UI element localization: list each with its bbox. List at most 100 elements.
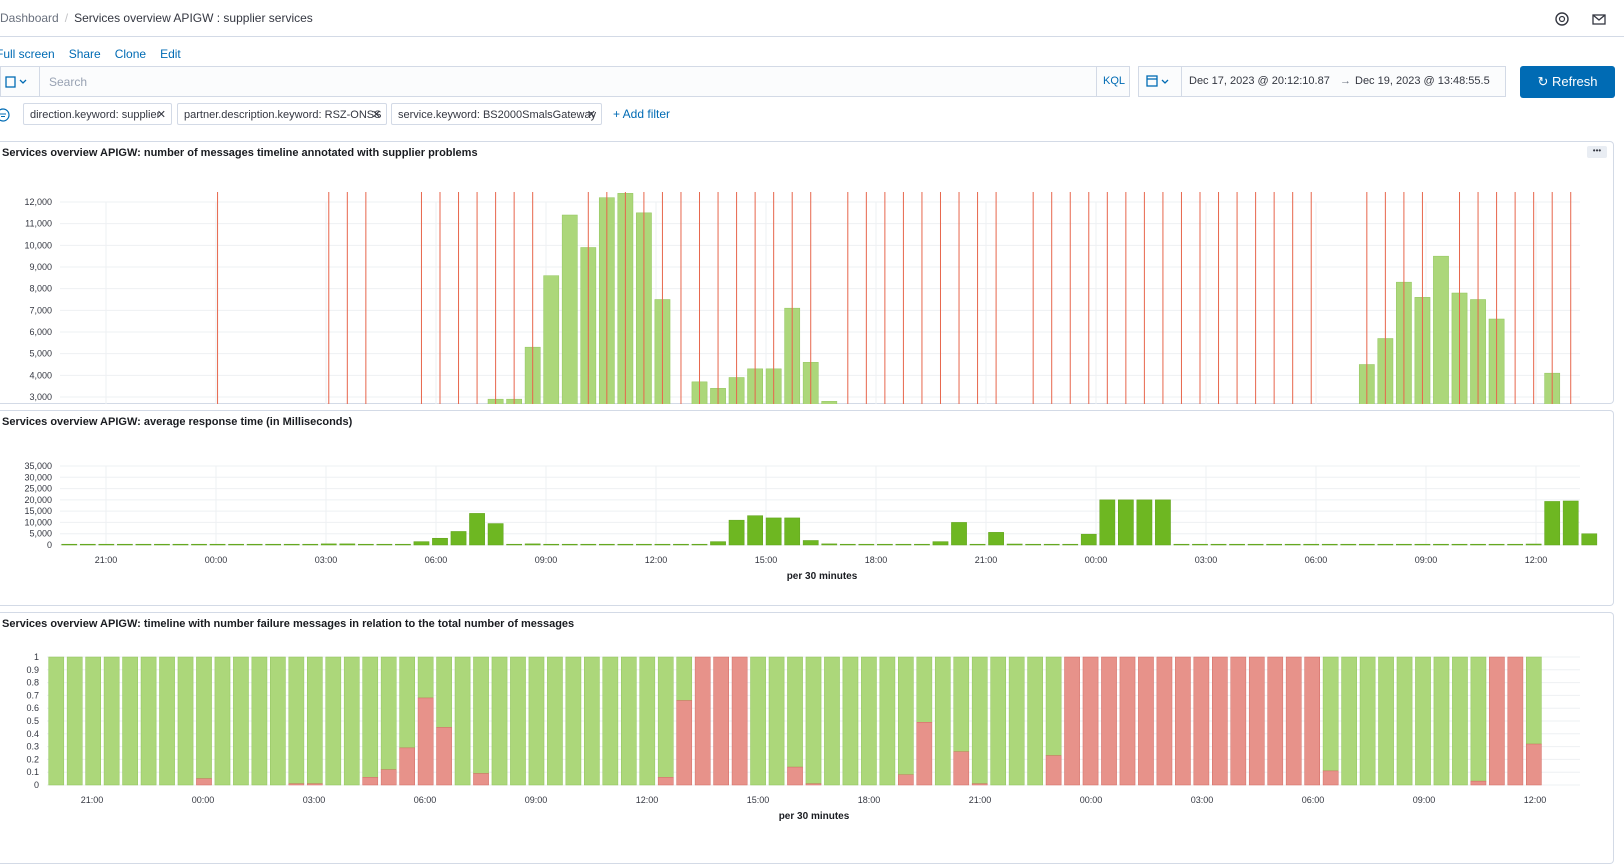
- bar-failure: [399, 747, 415, 786]
- panel-title: Services overview APIGW: average respons…: [2, 416, 353, 428]
- bar: [895, 543, 912, 546]
- y-tick-label: 5,000: [29, 529, 52, 539]
- bar-failure: [676, 700, 693, 786]
- filter-options-icon[interactable]: [0, 108, 10, 122]
- bar: [914, 543, 930, 546]
- bar-failure: [731, 656, 748, 786]
- search-input[interactable]: Search: [49, 75, 88, 89]
- bar: [728, 519, 745, 546]
- panel-options-icon[interactable]: •••: [1587, 146, 1607, 158]
- bar-failure: [1138, 656, 1154, 786]
- y-tick-label: 30,000: [24, 472, 52, 482]
- bar: [636, 543, 652, 546]
- bar-success: [1322, 656, 1339, 772]
- bar-success: [454, 656, 471, 786]
- bar-failure: [1156, 656, 1173, 786]
- full-screen-link[interactable]: Full screen: [0, 47, 55, 61]
- x-tick-label: 21:00: [975, 555, 998, 565]
- bar-success: [676, 656, 693, 701]
- x-tick-label: 06:00: [1305, 555, 1328, 565]
- panel-messages-timeline: Services overview APIGW: number of messa…: [0, 141, 1614, 404]
- bar: [1006, 543, 1023, 546]
- bar: [1062, 543, 1079, 546]
- bar: [691, 543, 708, 546]
- filter-pill[interactable]: direction.keyword: supplier ✕: [23, 103, 172, 125]
- bar: [450, 531, 467, 546]
- help-icon[interactable]: [1553, 10, 1571, 28]
- bar-failure: [916, 722, 933, 786]
- close-icon[interactable]: ✕: [586, 109, 596, 121]
- bar: [710, 541, 726, 546]
- x-tick-label: 09:00: [1415, 555, 1438, 565]
- refresh-button[interactable]: ↻ Refresh: [1520, 66, 1615, 98]
- edit-link[interactable]: Edit: [160, 47, 181, 61]
- x-tick-label: 15:00: [747, 795, 770, 805]
- add-filter-button[interactable]: + Add filter: [613, 107, 671, 121]
- bar-success: [417, 656, 434, 699]
- breadcrumb-dashboard[interactable]: Dashboard: [0, 11, 59, 25]
- bar: [172, 543, 189, 546]
- x-tick-label: 00:00: [205, 555, 228, 565]
- bar-success: [934, 656, 951, 786]
- y-tick-label: 0.1: [26, 767, 39, 777]
- bar-failure: [1285, 656, 1302, 786]
- quick-select-button[interactable]: [1139, 67, 1182, 96]
- bar: [358, 543, 374, 546]
- refresh-label: Refresh: [1552, 74, 1598, 89]
- bar: [1210, 543, 1227, 546]
- close-icon[interactable]: ✕: [371, 109, 381, 121]
- bar: [1099, 499, 1116, 546]
- bar: [1080, 533, 1097, 546]
- filter-pill[interactable]: partner.description.keyword: RSZ-ONSS ✕: [177, 103, 387, 125]
- close-icon[interactable]: ✕: [156, 109, 166, 121]
- bar-failure: [971, 783, 988, 786]
- bar: [98, 543, 115, 546]
- clone-link[interactable]: Clone: [114, 47, 147, 61]
- share-link[interactable]: Share: [68, 47, 101, 61]
- bar: [1043, 543, 1060, 546]
- y-tick-label: 9,000: [29, 262, 52, 272]
- bar-failure: [473, 773, 489, 786]
- bar-success: [1470, 656, 1487, 782]
- kql-toggle[interactable]: KQL: [1096, 67, 1131, 96]
- bar-success: [343, 656, 360, 786]
- bar: [79, 543, 96, 546]
- x-tick-label: 03:00: [303, 795, 326, 805]
- y-tick-label: 0: [34, 780, 39, 790]
- bar: [1247, 543, 1264, 546]
- x-tick-label: 09:00: [535, 555, 558, 565]
- bar: [1284, 543, 1301, 546]
- bar-success: [399, 656, 415, 749]
- y-tick-label: 0.8: [26, 678, 39, 688]
- bar-failure: [1470, 780, 1487, 786]
- y-tick-label: 0.6: [26, 703, 39, 713]
- x-tick-label: 15:00: [755, 555, 778, 565]
- bar: [1581, 533, 1598, 546]
- bar: [1396, 543, 1412, 546]
- mail-icon[interactable]: [1590, 10, 1608, 28]
- start-date[interactable]: Dec 17, 2023 @ 20:12:10.87: [1189, 75, 1330, 87]
- bar-failure: [1526, 743, 1542, 786]
- bar-success: [306, 656, 323, 784]
- filter-pill[interactable]: service.keyword: BS2000SmalsGateway ✕: [391, 103, 602, 125]
- bar-failure: [657, 777, 674, 786]
- y-tick-label: 0: [47, 540, 52, 550]
- bar-success: [270, 656, 286, 786]
- bar: [524, 543, 541, 546]
- bar: [1229, 543, 1245, 546]
- bar-failure: [380, 769, 397, 786]
- y-tick-label: 0.3: [26, 742, 39, 752]
- bar-success: [824, 656, 840, 786]
- bar: [784, 517, 801, 546]
- end-date[interactable]: Dec 19, 2023 @ 13:48:55.5: [1355, 75, 1490, 87]
- bar: [543, 275, 560, 404]
- bar-failure: [1045, 755, 1062, 786]
- y-tick-label: 7,000: [29, 305, 52, 315]
- panel-failure-ratio: Services overview APIGW: timeline with n…: [0, 612, 1614, 864]
- saved-query-button[interactable]: [1, 67, 40, 96]
- bar-failure: [1304, 656, 1321, 786]
- bar-failure: [805, 783, 822, 786]
- bar-success: [214, 656, 231, 786]
- bar-failure: [1322, 770, 1339, 786]
- bar-failure: [417, 697, 434, 786]
